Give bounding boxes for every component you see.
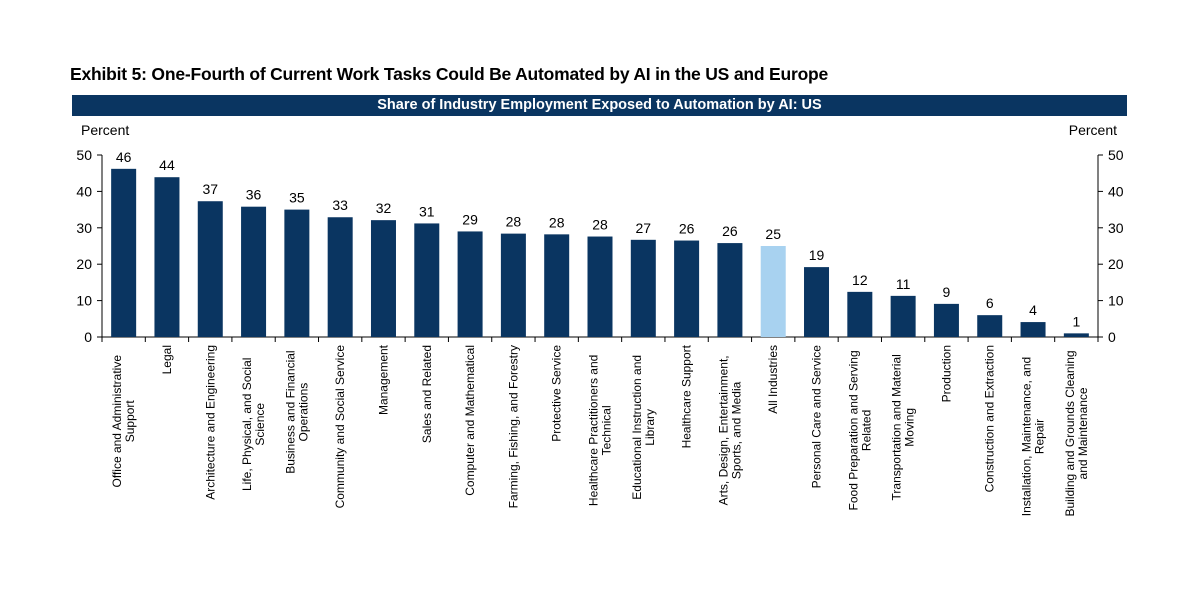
- category-label: Computer and Mathematical: [463, 345, 477, 496]
- left-y-tick-label: 20: [76, 256, 92, 272]
- bar: [370, 220, 396, 337]
- bar: [890, 295, 916, 337]
- category-label: Healthcare Support: [680, 344, 694, 448]
- data-labels: 46 44 37 36 35 33 32 31 29 28 28 28 27 26 26 25 19 12 11 9 6…: [116, 149, 1081, 330]
- bar: [847, 291, 873, 337]
- category-label: Educational Instruction andLibrary: [630, 355, 657, 500]
- bar: [587, 236, 613, 337]
- data-label: 28: [549, 214, 565, 230]
- bar: [717, 243, 743, 337]
- data-label: 12: [852, 272, 868, 288]
- data-label: 46: [116, 149, 132, 165]
- category-label: Installation, Maintenance, andRepair: [1020, 357, 1047, 516]
- data-label: 26: [679, 221, 695, 237]
- category-label: Arts, Design, Entertainment,Sports, and …: [716, 355, 743, 505]
- data-label: 33: [332, 197, 348, 213]
- category-label: Legal: [160, 345, 174, 374]
- category-label: Community and Social Service: [333, 345, 347, 509]
- category-label: Farming, Fishing, and Forestry: [506, 345, 520, 508]
- bar: [804, 267, 830, 337]
- bar: [414, 223, 440, 337]
- right-y-tick-label: 30: [1108, 220, 1124, 236]
- bar: [977, 315, 1003, 337]
- right-y-tick-label: 0: [1108, 329, 1116, 345]
- right-y-tick-label: 50: [1108, 147, 1124, 163]
- bar: [500, 233, 526, 337]
- data-label: 19: [809, 247, 825, 263]
- data-label: 36: [246, 187, 262, 203]
- bar: [327, 217, 353, 337]
- category-label: Production: [939, 345, 953, 402]
- data-label: 9: [943, 284, 951, 300]
- chart-title-banner: Share of Industry Employment Exposed to …: [72, 95, 1127, 116]
- bar: [241, 206, 267, 337]
- category-label: All Industries: [766, 345, 780, 414]
- category-label: Food Preparation and ServingRelated: [846, 350, 873, 510]
- data-label: 28: [506, 214, 522, 230]
- data-label: 11: [896, 276, 911, 292]
- data-label: 35: [289, 190, 305, 206]
- data-label: 32: [376, 200, 392, 216]
- data-label: 27: [636, 220, 652, 236]
- data-label: 25: [765, 226, 781, 242]
- category-label: Building and Grounds Cleaningand Mainten…: [1063, 350, 1090, 516]
- left-y-tick-label: 0: [84, 329, 92, 345]
- data-label: 44: [159, 157, 175, 173]
- bar: [284, 209, 310, 337]
- category-label: Protective Service: [550, 345, 564, 442]
- bar: [1020, 322, 1046, 337]
- data-label: 4: [1029, 302, 1037, 318]
- axes: 0 0 10 10 20 20 30 30 40 40 50 50: [76, 147, 1123, 345]
- bar: [760, 246, 786, 337]
- right-axis-unit-label: Percent: [1069, 122, 1117, 138]
- bar: [630, 239, 656, 337]
- bars: [111, 168, 1089, 337]
- data-label: 26: [722, 223, 738, 239]
- category-label: Personal Care and Service: [810, 345, 824, 489]
- category-label: Transportation and MaterialMoving: [890, 354, 917, 500]
- left-y-tick-label: 40: [76, 183, 92, 199]
- data-label: 29: [462, 211, 478, 227]
- exhibit-title: Exhibit 5: One-Fourth of Current Work Ta…: [70, 64, 829, 84]
- category-label: Management: [376, 344, 390, 415]
- left-axis-unit-label: Percent: [81, 122, 129, 138]
- bar: [1063, 333, 1089, 337]
- bar: [457, 231, 483, 337]
- category-label: Sales and Related: [420, 345, 434, 443]
- category-label: Office and AdministrativeSupport: [110, 355, 137, 488]
- bar: [154, 177, 180, 337]
- left-y-tick-label: 30: [76, 220, 92, 236]
- data-label: 1: [1072, 313, 1080, 329]
- bar: [111, 168, 137, 337]
- bar: [933, 303, 959, 337]
- category-label: Architecture and Engineering: [203, 345, 217, 500]
- data-label: 37: [202, 181, 218, 197]
- right-y-tick-label: 40: [1108, 183, 1124, 199]
- category-label: Healthcare Practitioners andTechnical: [587, 355, 614, 506]
- category-labels: Office and AdministrativeSupport Legal Arc…: [110, 344, 1090, 516]
- data-label: 6: [986, 295, 994, 311]
- bar: [544, 234, 570, 337]
- data-label: 31: [419, 203, 435, 219]
- data-label: 28: [592, 217, 608, 233]
- category-label: Construction and Extraction: [983, 345, 997, 492]
- left-y-tick-label: 10: [76, 293, 92, 309]
- bar: [197, 201, 223, 337]
- category-label: Business and FinancialOperations: [283, 350, 310, 473]
- right-y-tick-label: 20: [1108, 256, 1124, 272]
- bar: [674, 240, 700, 337]
- category-label: Life, Physical, and SocialScience: [240, 358, 267, 491]
- right-y-tick-label: 10: [1108, 293, 1124, 309]
- left-y-tick-label: 50: [76, 147, 92, 163]
